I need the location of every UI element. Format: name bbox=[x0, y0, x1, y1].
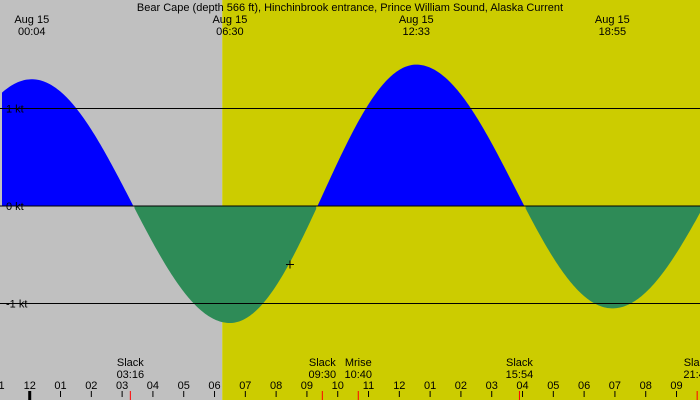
extreme-time-label: 00:04 bbox=[18, 26, 46, 38]
x-tick-label: 06 bbox=[578, 380, 590, 392]
extreme-date-label: Aug 15 bbox=[399, 14, 434, 26]
x-tick-label: 08 bbox=[640, 380, 652, 392]
x-tick-label: 04 bbox=[147, 380, 159, 392]
slack-time-label: 03:16 bbox=[117, 369, 145, 381]
y-tick-label: 1 kt bbox=[6, 104, 24, 116]
flood-area bbox=[317, 64, 525, 206]
slack-label: Slack bbox=[309, 357, 336, 369]
x-tick-label: 03 bbox=[486, 380, 498, 392]
x-tick-label: 10 bbox=[332, 380, 344, 392]
x-tick-label: 01 bbox=[54, 380, 66, 392]
x-tick-label: 12 bbox=[393, 380, 405, 392]
gridlines bbox=[0, 108, 700, 304]
x-tick-label: 11 bbox=[0, 380, 5, 392]
chart-title: Bear Cape (depth 566 ft), Hinchinbrook e… bbox=[137, 2, 563, 14]
x-tick-label: 07 bbox=[609, 380, 621, 392]
x-tick-label: 08 bbox=[270, 380, 282, 392]
x-tick-label: 01 bbox=[424, 380, 436, 392]
x-axis: 11 12 01 02 03 04 05 06 07 08 09 10 11 12 01 02 03 04 05 06… bbox=[0, 380, 683, 400]
x-tick-label: 03 bbox=[116, 380, 128, 392]
flood-area bbox=[2, 79, 133, 206]
x-tick-label: 06 bbox=[208, 380, 220, 392]
x-tick-label: 05 bbox=[547, 380, 559, 392]
crosshair-cursor bbox=[285, 260, 294, 269]
x-tick-label: 09 bbox=[301, 380, 313, 392]
y-tick-label: 0 kt bbox=[6, 201, 24, 213]
x-tick-label: 11 bbox=[363, 380, 374, 392]
ebb-area bbox=[134, 206, 317, 323]
x-tick-label: 05 bbox=[178, 380, 190, 392]
current-areas bbox=[2, 64, 700, 323]
event-label: Mrise bbox=[345, 357, 372, 369]
y-axis-labels: 1 kt 0 kt -1 kt bbox=[6, 104, 27, 311]
y-tick-label: -1 kt bbox=[6, 299, 27, 311]
x-tick-label: 09 bbox=[670, 380, 682, 392]
slack-label: Slack bbox=[117, 357, 144, 369]
slack-labels: Slack03:16Slack09:30Slack15:54Slack21:40… bbox=[117, 357, 700, 400]
extreme-time-label: 06:30 bbox=[216, 26, 244, 38]
extreme-date-label: Aug 15 bbox=[14, 14, 49, 26]
x-tick-label: 02 bbox=[85, 380, 97, 392]
extreme-date-label: Aug 15 bbox=[212, 14, 247, 26]
x-tick-label: 04 bbox=[516, 380, 528, 392]
event-time-label: 10:40 bbox=[344, 369, 372, 381]
slack-time-label: 21:40 bbox=[683, 369, 700, 381]
slack-label: Slack bbox=[684, 357, 700, 369]
x-tick-label: 07 bbox=[239, 380, 251, 392]
slack-time-label: 09:30 bbox=[309, 369, 337, 381]
extreme-time-label: 18:55 bbox=[599, 26, 627, 38]
x-tick-label: 12 bbox=[24, 380, 36, 392]
extreme-time-label: 12:33 bbox=[402, 26, 430, 38]
slack-time-label: 15:54 bbox=[506, 369, 534, 381]
x-tick-label: 02 bbox=[455, 380, 467, 392]
ebb-area bbox=[525, 206, 700, 309]
extreme-date-label: Aug 15 bbox=[595, 14, 630, 26]
slack-label: Slack bbox=[506, 357, 533, 369]
